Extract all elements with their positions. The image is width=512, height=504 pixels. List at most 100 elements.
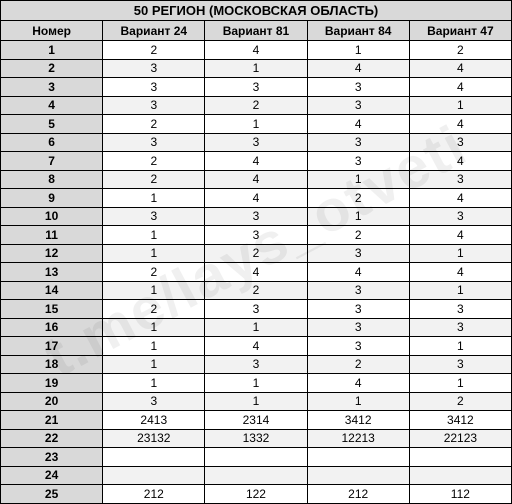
table-row: 43231 xyxy=(1,96,512,115)
answer-cell: 3 xyxy=(409,207,511,226)
row-number: 5 xyxy=(1,115,103,134)
answer-cell: 3 xyxy=(307,281,409,300)
answer-cell: 3 xyxy=(307,337,409,356)
table-row: 203112 xyxy=(1,392,512,411)
answer-cell: 1 xyxy=(205,318,307,337)
answer-cell: 2 xyxy=(103,115,205,134)
row-number: 13 xyxy=(1,263,103,282)
answer-cell: 3 xyxy=(307,152,409,171)
answer-cell: 3 xyxy=(409,300,511,319)
row-number: 11 xyxy=(1,226,103,245)
answer-cell: 3 xyxy=(103,392,205,411)
answer-cell: 1 xyxy=(307,207,409,226)
answer-cell: 1 xyxy=(409,374,511,393)
answer-cell: 4 xyxy=(205,170,307,189)
answer-cell: 2 xyxy=(409,41,511,60)
answer-cell: 1 xyxy=(409,281,511,300)
answer-cell xyxy=(307,466,409,485)
answer-cell: 2314 xyxy=(205,411,307,430)
answer-cell: 2 xyxy=(307,355,409,374)
table-body: 1241223144333344323152144633337243482413… xyxy=(1,41,512,504)
answer-cell: 3 xyxy=(409,133,511,152)
answer-cell: 112 xyxy=(409,485,511,504)
table-row: 103313 xyxy=(1,207,512,226)
row-number: 7 xyxy=(1,152,103,171)
table-row: 33334 xyxy=(1,78,512,97)
col-header-variant: Вариант 24 xyxy=(103,21,205,41)
answer-cell: 1 xyxy=(205,115,307,134)
answer-cell: 3 xyxy=(307,96,409,115)
answer-cell: 4 xyxy=(205,263,307,282)
col-header-variant: Вариант 84 xyxy=(307,21,409,41)
answer-cell: 2 xyxy=(307,189,409,208)
answer-cell: 3 xyxy=(205,355,307,374)
row-number: 18 xyxy=(1,355,103,374)
answer-cell: 3 xyxy=(103,78,205,97)
table-row: 121231 xyxy=(1,244,512,263)
answer-cell: 3 xyxy=(307,133,409,152)
answer-cell: 1 xyxy=(103,318,205,337)
row-number: 3 xyxy=(1,78,103,97)
answer-cell: 212 xyxy=(103,485,205,504)
col-header-number: Номер xyxy=(1,21,103,41)
answer-cell: 1 xyxy=(103,355,205,374)
answer-cell: 3 xyxy=(103,207,205,226)
answer-cell: 1 xyxy=(103,337,205,356)
answer-cell xyxy=(409,448,511,467)
answer-cell: 3412 xyxy=(409,411,511,430)
table-title: 50 РЕГИОН (МОСКОВСКАЯ ОБЛАСТЬ) xyxy=(1,1,512,21)
row-number: 14 xyxy=(1,281,103,300)
answer-cell: 3 xyxy=(409,170,511,189)
answer-cell: 1 xyxy=(205,59,307,78)
answer-cell: 1 xyxy=(103,226,205,245)
answer-cell: 212 xyxy=(307,485,409,504)
answers-table: 50 РЕГИОН (МОСКОВСКАЯ ОБЛАСТЬ) Номер Вар… xyxy=(0,0,512,504)
answer-cell: 1332 xyxy=(205,429,307,448)
table-row: 212413231434123412 xyxy=(1,411,512,430)
row-number: 20 xyxy=(1,392,103,411)
table-row: 25212122212112 xyxy=(1,485,512,504)
answer-cell: 4 xyxy=(409,59,511,78)
row-number: 19 xyxy=(1,374,103,393)
answer-cell: 3 xyxy=(409,355,511,374)
answer-cell: 2 xyxy=(307,226,409,245)
row-number: 8 xyxy=(1,170,103,189)
table-row: 12412 xyxy=(1,41,512,60)
table-row: 52144 xyxy=(1,115,512,134)
row-number: 23 xyxy=(1,448,103,467)
row-number: 10 xyxy=(1,207,103,226)
answer-cell: 2 xyxy=(205,96,307,115)
answer-cell: 3 xyxy=(205,226,307,245)
answer-cell: 122 xyxy=(205,485,307,504)
answer-cell: 3 xyxy=(103,96,205,115)
answer-cell: 4 xyxy=(409,226,511,245)
answer-cell: 1 xyxy=(103,281,205,300)
row-number: 2 xyxy=(1,59,103,78)
table-row: 82413 xyxy=(1,170,512,189)
answer-cell: 4 xyxy=(205,337,307,356)
answer-cell: 2 xyxy=(103,300,205,319)
answer-cell: 2413 xyxy=(103,411,205,430)
answer-cell: 4 xyxy=(205,152,307,171)
answer-cell: 1 xyxy=(103,244,205,263)
table-row: 91424 xyxy=(1,189,512,208)
answer-cell: 3 xyxy=(409,318,511,337)
answer-cell: 23132 xyxy=(103,429,205,448)
table-row: 222313213321221322123 xyxy=(1,429,512,448)
answer-cell: 1 xyxy=(205,392,307,411)
answer-cell: 3 xyxy=(205,133,307,152)
table-row: 63333 xyxy=(1,133,512,152)
answer-cell xyxy=(103,448,205,467)
answer-cell: 4 xyxy=(409,78,511,97)
answer-cell: 2 xyxy=(409,392,511,411)
table-row: 191141 xyxy=(1,374,512,393)
row-number: 22 xyxy=(1,429,103,448)
answer-cell: 1 xyxy=(205,374,307,393)
table-row: 23144 xyxy=(1,59,512,78)
col-header-variant: Вариант 81 xyxy=(205,21,307,41)
answer-cell: 4 xyxy=(307,263,409,282)
answer-cell: 4 xyxy=(307,374,409,393)
table-row: 181323 xyxy=(1,355,512,374)
table-row: 23 xyxy=(1,448,512,467)
answer-cell: 3 xyxy=(205,207,307,226)
